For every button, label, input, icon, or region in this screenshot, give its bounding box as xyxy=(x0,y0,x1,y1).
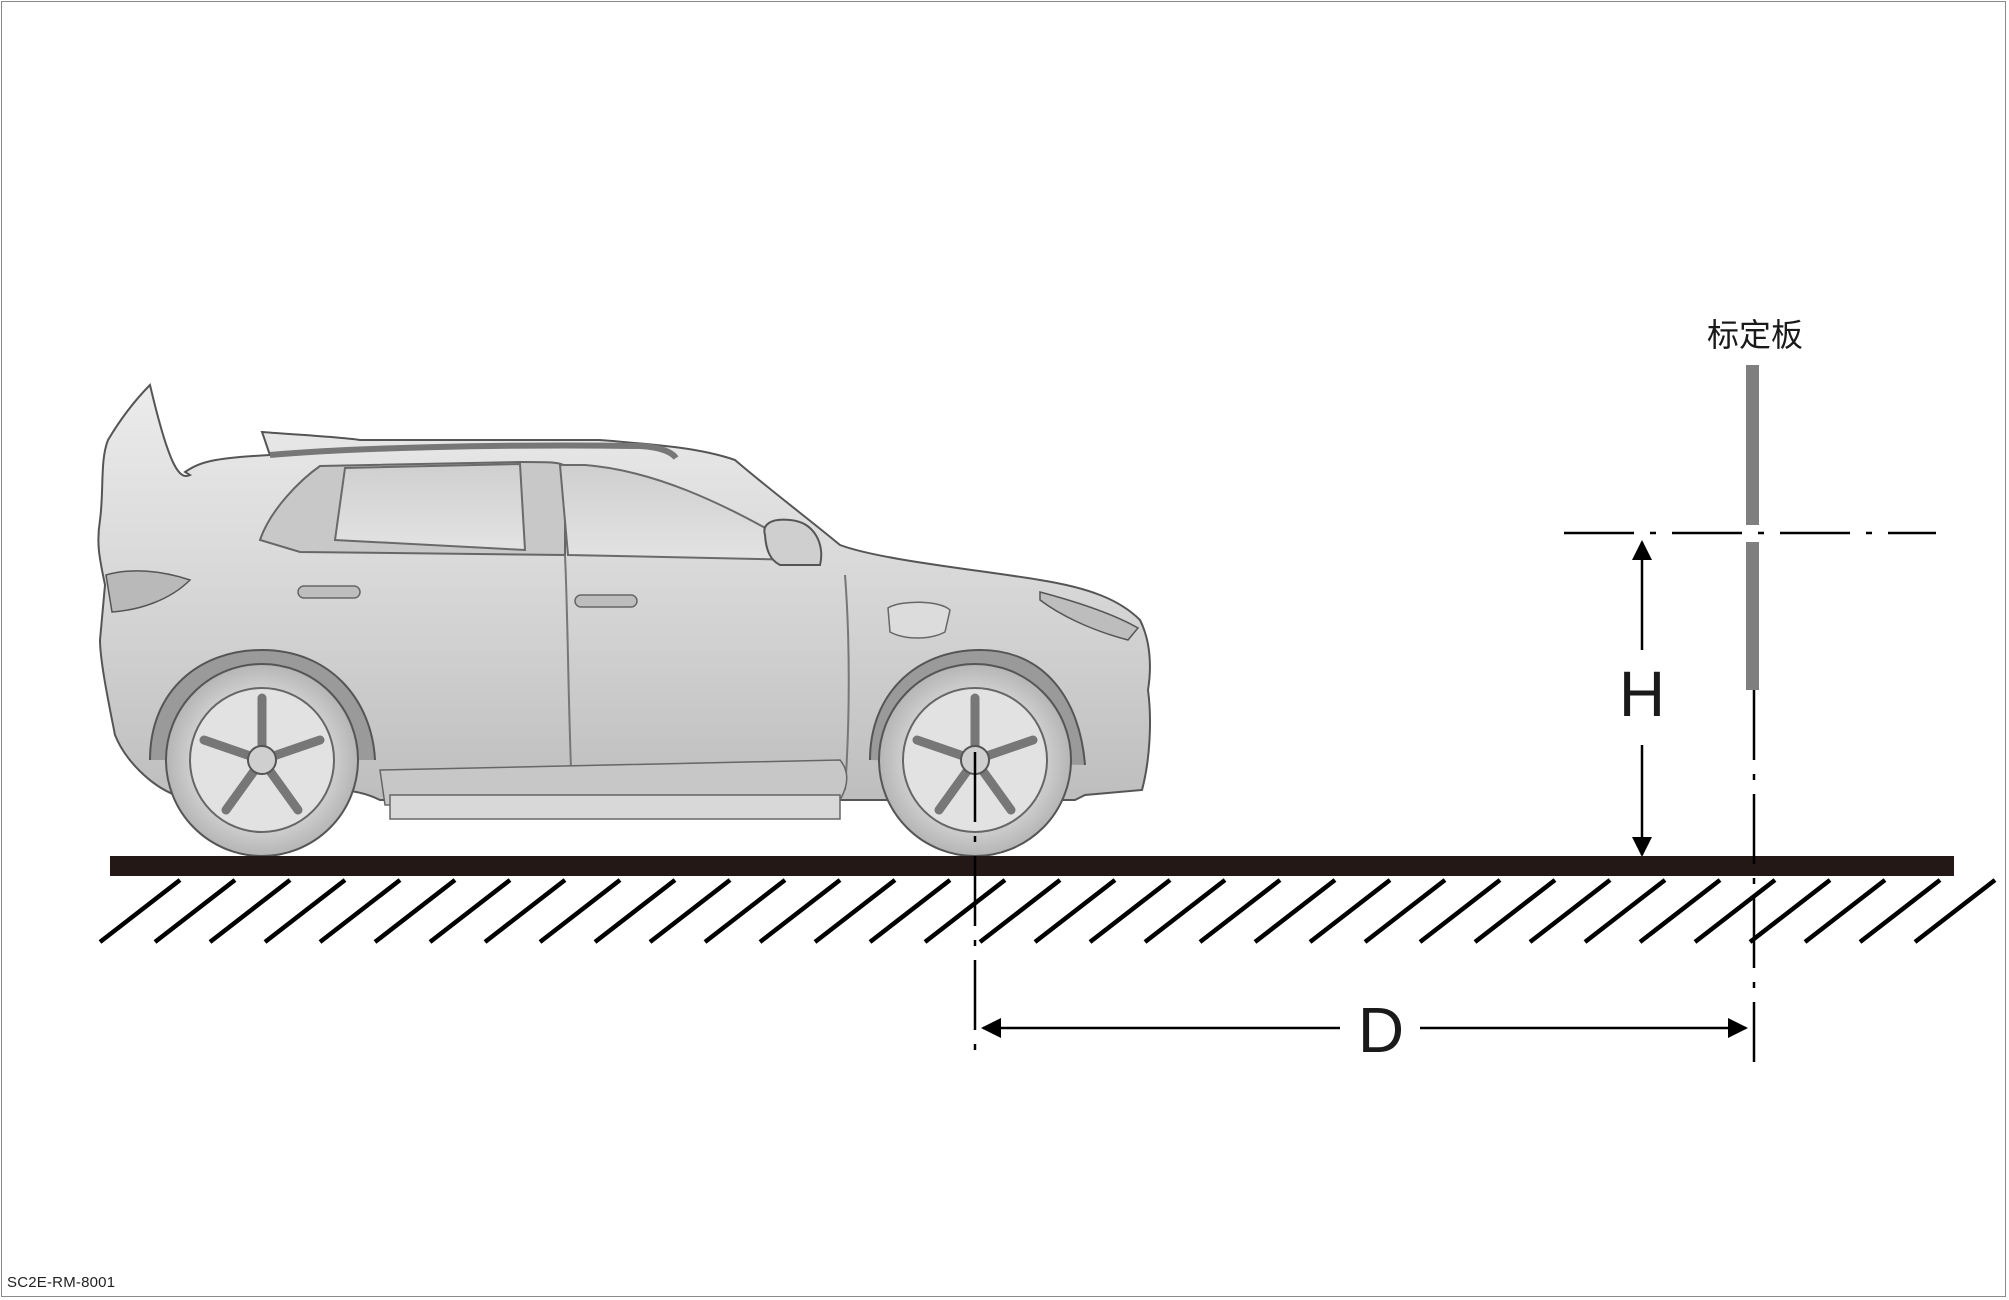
calibration-board-upper xyxy=(1746,365,1759,525)
hatch-line xyxy=(1748,878,1832,944)
hatch-line xyxy=(318,878,402,944)
hatch-line xyxy=(868,878,952,944)
hatch-line xyxy=(758,878,842,944)
hatch-line xyxy=(153,878,237,944)
hatch-line xyxy=(648,878,732,944)
hatch-line xyxy=(923,878,1007,944)
hatch-line xyxy=(1418,878,1502,944)
roof-rail xyxy=(269,442,679,460)
vehicle xyxy=(97,383,1151,857)
hatch-line xyxy=(1638,878,1722,944)
rear-door-window xyxy=(333,462,527,552)
hatch-line xyxy=(813,878,897,944)
hatch-line xyxy=(98,878,182,944)
hatch-line xyxy=(1088,878,1172,944)
hatch-line xyxy=(1528,878,1612,944)
hatch-line xyxy=(1803,878,1887,944)
hatch-line xyxy=(1583,878,1667,944)
board-label: 标定板 xyxy=(1707,317,1803,353)
hatch-line xyxy=(483,878,567,944)
hatch-line xyxy=(1363,878,1447,944)
side-mirror xyxy=(763,518,823,566)
hatch-line xyxy=(1198,878,1282,944)
underbody-panel xyxy=(389,794,841,820)
hatch-line xyxy=(208,878,292,944)
hatch-line xyxy=(1913,878,1997,944)
ground-hatching xyxy=(98,878,1997,944)
hatch-line xyxy=(428,878,512,944)
hatch-line xyxy=(703,878,787,944)
rear-door-handle xyxy=(297,585,361,599)
hatch-line xyxy=(1693,878,1777,944)
hatch-line xyxy=(1858,878,1942,944)
taillight xyxy=(105,570,192,613)
headlight xyxy=(1039,591,1140,641)
hatch-line xyxy=(593,878,677,944)
height-label: H xyxy=(1619,658,1665,730)
hatch-line xyxy=(538,878,622,944)
calibration-board-lower xyxy=(1746,542,1759,690)
hatch-line xyxy=(1253,878,1337,944)
hatch-line xyxy=(1033,878,1117,944)
hatch-line xyxy=(978,878,1062,944)
hatch-line xyxy=(1308,878,1392,944)
charge-port xyxy=(887,601,951,639)
hatch-line xyxy=(1143,878,1227,944)
hatch-line xyxy=(373,878,457,944)
rear-wheel xyxy=(165,663,359,857)
front-door-seam xyxy=(844,574,850,791)
distance-label: D xyxy=(1358,994,1404,1066)
ground-line xyxy=(110,856,1954,876)
front-door-handle xyxy=(574,594,638,608)
figure-code: SC2E-RM-8001 xyxy=(7,1274,116,1291)
hatch-line xyxy=(1473,878,1557,944)
hatch-line xyxy=(263,878,347,944)
door-seam xyxy=(564,554,573,796)
